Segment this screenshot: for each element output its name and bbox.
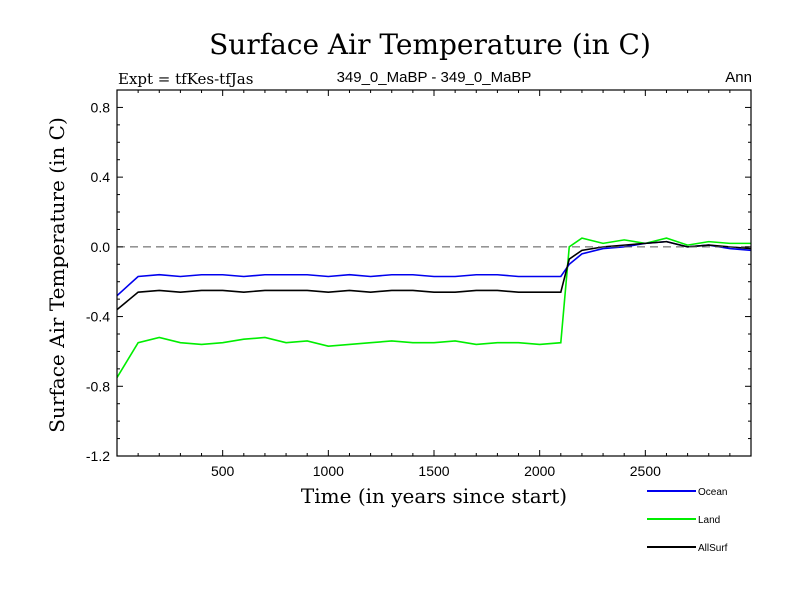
legend-label-ocean: Ocean	[698, 487, 727, 498]
legend-label-allsurf: AllSurf	[698, 543, 728, 554]
series-layer	[117, 237, 751, 378]
x-tick-label: 1500	[418, 463, 449, 479]
series-line-land	[117, 237, 751, 378]
series-line-ocean	[117, 240, 751, 297]
x-tick-label: 2500	[630, 463, 661, 479]
y-tick-label: 0.8	[91, 99, 111, 115]
y-tick-label: 0.0	[91, 239, 111, 255]
y-tick-label: -1.2	[86, 448, 110, 464]
y-axis-label: Surface Air Temperature (in C)	[45, 117, 69, 433]
chart-title: Surface Air Temperature (in C)	[209, 28, 651, 61]
chart-subtitle-left: Expt = tfKes-tfJas	[118, 70, 253, 88]
y-tick-label: -0.8	[86, 378, 110, 394]
chart-subtitle-right: Ann	[725, 69, 752, 86]
plot-frame	[116, 89, 752, 457]
y-tick-label: 0.4	[91, 169, 111, 185]
x-axis-label: Time (in years since start)	[301, 484, 567, 508]
chart-subtitle-center: 349_0_MaBP - 349_0_MaBP	[337, 69, 532, 86]
x-tick-label: 2000	[524, 463, 555, 479]
axis-tick-labels: 500 1000 1500 2000 2500 -1.2 -0.8 -0.4 0.0 0.4 0.8	[86, 99, 661, 479]
axis-ticks	[117, 89, 751, 457]
x-tick-label: 1000	[313, 463, 344, 479]
legend-label-land: Land	[698, 515, 720, 526]
y-tick-label: -0.4	[86, 309, 110, 325]
x-tick-label: 500	[211, 463, 235, 479]
legend: Ocean Land AllSurf	[647, 487, 728, 554]
series-line-allsurf	[117, 240, 751, 311]
